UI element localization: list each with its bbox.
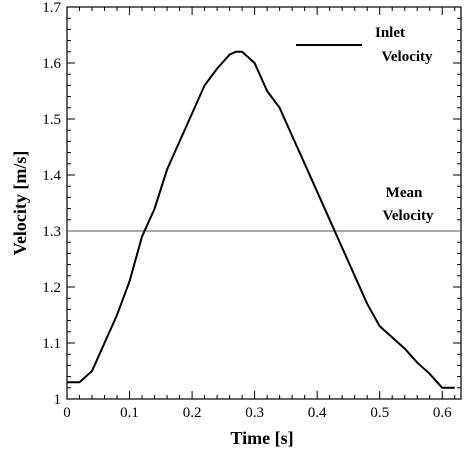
x-tick-label: 0.1 [120, 405, 139, 421]
y-tick-label: 1.7 [42, 0, 61, 16]
plot-frame [66, 6, 462, 400]
tick-labels: 0 0.1 0.2 0.3 0.4 0.5 0.6 1 1.1 1.2 1.3 1.4 1.5 1.6 1.… [42, 0, 452, 421]
y-tick-label: 1.5 [42, 112, 61, 128]
y-axis-title: Velocity [m/s] [10, 151, 30, 256]
y-tick-label: 1.6 [42, 56, 61, 72]
mean-annotation: Mean Velocity [382, 185, 434, 224]
x-tick-label: 0.5 [370, 405, 389, 421]
inlet-velocity-line [67, 50, 455, 389]
ticks [66, 6, 461, 400]
y-tick-label: 1 [54, 392, 62, 408]
y-tick-label: 1.4 [42, 168, 61, 184]
x-tick-label: 0.6 [433, 405, 452, 421]
legend-label-line2: Velocity [381, 49, 433, 65]
legend-label-line1: Inlet [375, 25, 405, 41]
x-tick-label: 0.4 [308, 405, 327, 421]
x-axis-title: Time [s] [230, 428, 293, 448]
y-tick-label: 1.3 [42, 224, 61, 240]
legend: Inlet Velocity [296, 25, 433, 65]
y-tick-label: 1.2 [42, 280, 61, 296]
x-tick-label: 0.2 [183, 405, 202, 421]
x-tick-label: 0 [63, 405, 71, 421]
y-tick-label: 1.1 [42, 336, 61, 352]
annotation-label-line2: Velocity [382, 208, 434, 224]
x-tick-label: 0.3 [245, 405, 264, 421]
annotation-label-line1: Mean [386, 185, 423, 201]
